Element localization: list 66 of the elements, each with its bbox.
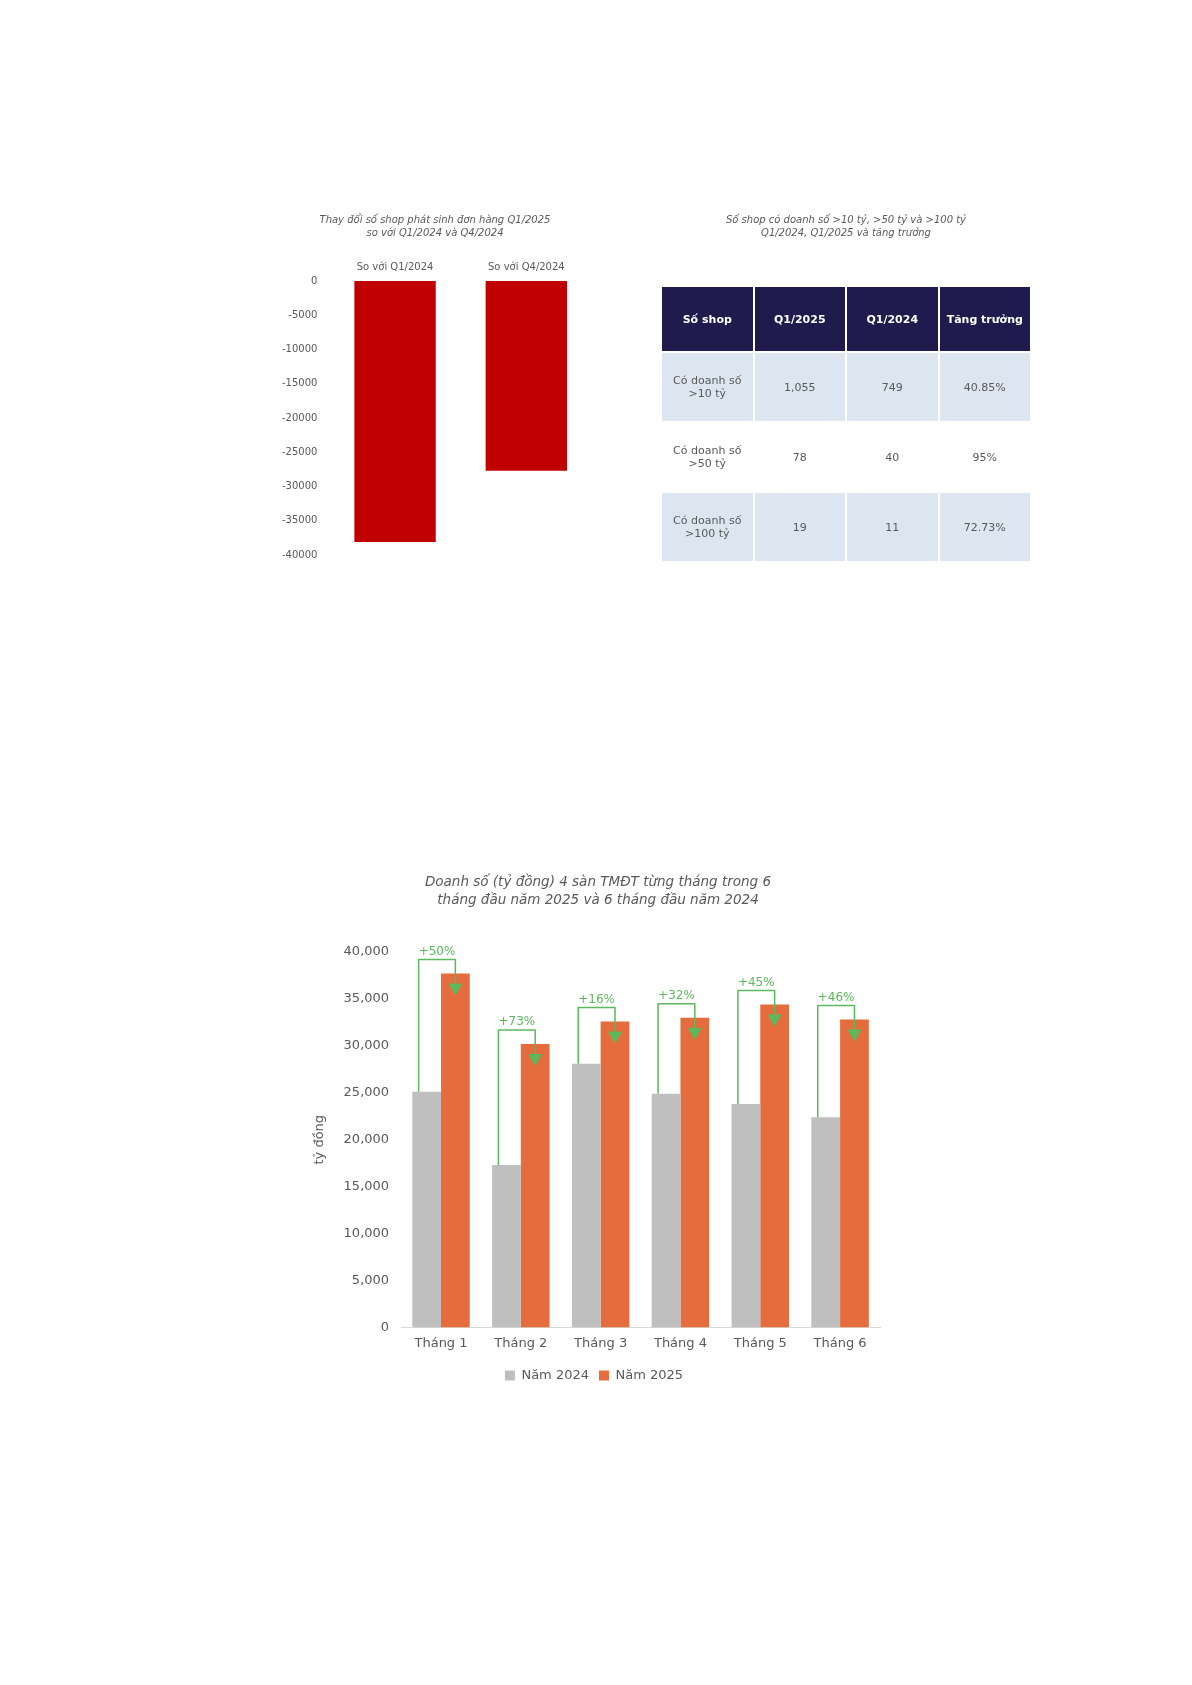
bar <box>760 1004 790 1328</box>
category-label: Q1/2025 <box>754 287 845 351</box>
y-tick-label: 5,000 <box>351 1271 390 1287</box>
legend-label: Năm 2025 <box>615 1366 684 1382</box>
y-axis-title: tỷ đồng <box>311 1114 327 1165</box>
text: 1,055 <box>784 380 816 394</box>
text: 40.85% <box>963 380 1006 394</box>
annotation: +45% <box>737 974 775 989</box>
y-tick-label: 0 <box>311 274 318 286</box>
bar <box>492 1165 521 1328</box>
x-tick-label: Tháng 3 <box>573 1334 628 1350</box>
category-label: Có doanh số >50 tỷ <box>673 444 742 470</box>
annotation: +73% <box>498 1014 536 1029</box>
x-tick-label: So với Q4/2024 <box>488 260 565 272</box>
bar <box>840 1019 869 1328</box>
text: 749 <box>881 380 903 394</box>
category-label: Tăng trưởng <box>939 287 1030 351</box>
category-label: Có doanh số >10 tỷ <box>673 374 742 400</box>
annotation: +32% <box>658 987 695 1002</box>
y-tick-label: -10000 <box>282 343 318 355</box>
text: 40 <box>885 450 900 464</box>
bar <box>441 973 470 1328</box>
y-tick-label: -5000 <box>288 308 318 320</box>
text: Số shop có doanh số >10 tỷ, >50 tỷ và >100 tỷ Q1/2024, Q1/2025 và tăng trưởng <box>724 213 968 239</box>
y-tick-label: 40,000 <box>343 943 390 959</box>
text: 95% <box>972 450 997 464</box>
y-tick-label: 0 <box>380 1318 390 1334</box>
y-tick-label: -15000 <box>282 377 318 389</box>
bar <box>571 1063 601 1328</box>
legend-label: Năm 2024 <box>521 1366 590 1382</box>
y-tick-label: 10,000 <box>343 1225 390 1241</box>
bar <box>680 1017 710 1328</box>
x-tick-label: Tháng 1 <box>413 1334 468 1350</box>
x-tick-label: Tháng 6 <box>812 1334 867 1350</box>
y-tick-label: -35000 <box>282 514 318 526</box>
chart-title: Thay đổi số shop phát sinh đơn hàng Q1/2025 so với Q1/2024 và Q4/2024 <box>318 213 552 239</box>
annotation: +50% <box>418 943 456 958</box>
bar <box>600 1021 630 1328</box>
annotation: +46% <box>817 989 855 1004</box>
text: 72.73% <box>963 520 1006 534</box>
category-label: Có doanh số >100 tỷ <box>673 514 742 540</box>
bar <box>731 1104 761 1328</box>
x-tick-label: Tháng 4 <box>652 1334 707 1350</box>
y-tick-label: 15,000 <box>343 1178 390 1194</box>
y-tick-label: 35,000 <box>343 990 390 1006</box>
x-tick-label: Tháng 2 <box>493 1334 548 1350</box>
bar <box>651 1093 681 1328</box>
y-tick-label: -30000 <box>282 480 318 492</box>
x-tick-label: Tháng 5 <box>732 1334 787 1350</box>
text: 78 <box>792 450 807 464</box>
text: 11 <box>885 520 900 534</box>
y-tick-label: -40000 <box>282 548 318 560</box>
chart-title: Doanh số (tỷ đồng) 4 sàn TMĐT từng tháng trong 6 tháng đầu năm 2025 và 6 tháng đầu năm 2024 <box>423 873 773 909</box>
text: 19 <box>792 520 807 534</box>
y-tick-label: 20,000 <box>343 1131 390 1147</box>
bar <box>520 1044 550 1328</box>
bar <box>412 1091 441 1328</box>
y-tick-label: 25,000 <box>343 1084 390 1100</box>
category-label: Q1/2024 <box>847 287 938 351</box>
text: Số shop <box>662 287 753 351</box>
y-tick-label: -25000 <box>282 445 318 457</box>
bar <box>811 1117 841 1328</box>
y-tick-label: -20000 <box>282 411 318 423</box>
y-tick-label: 30,000 <box>343 1037 390 1053</box>
annotation: +16% <box>578 991 615 1006</box>
x-tick-label: So với Q1/2024 <box>356 260 434 272</box>
